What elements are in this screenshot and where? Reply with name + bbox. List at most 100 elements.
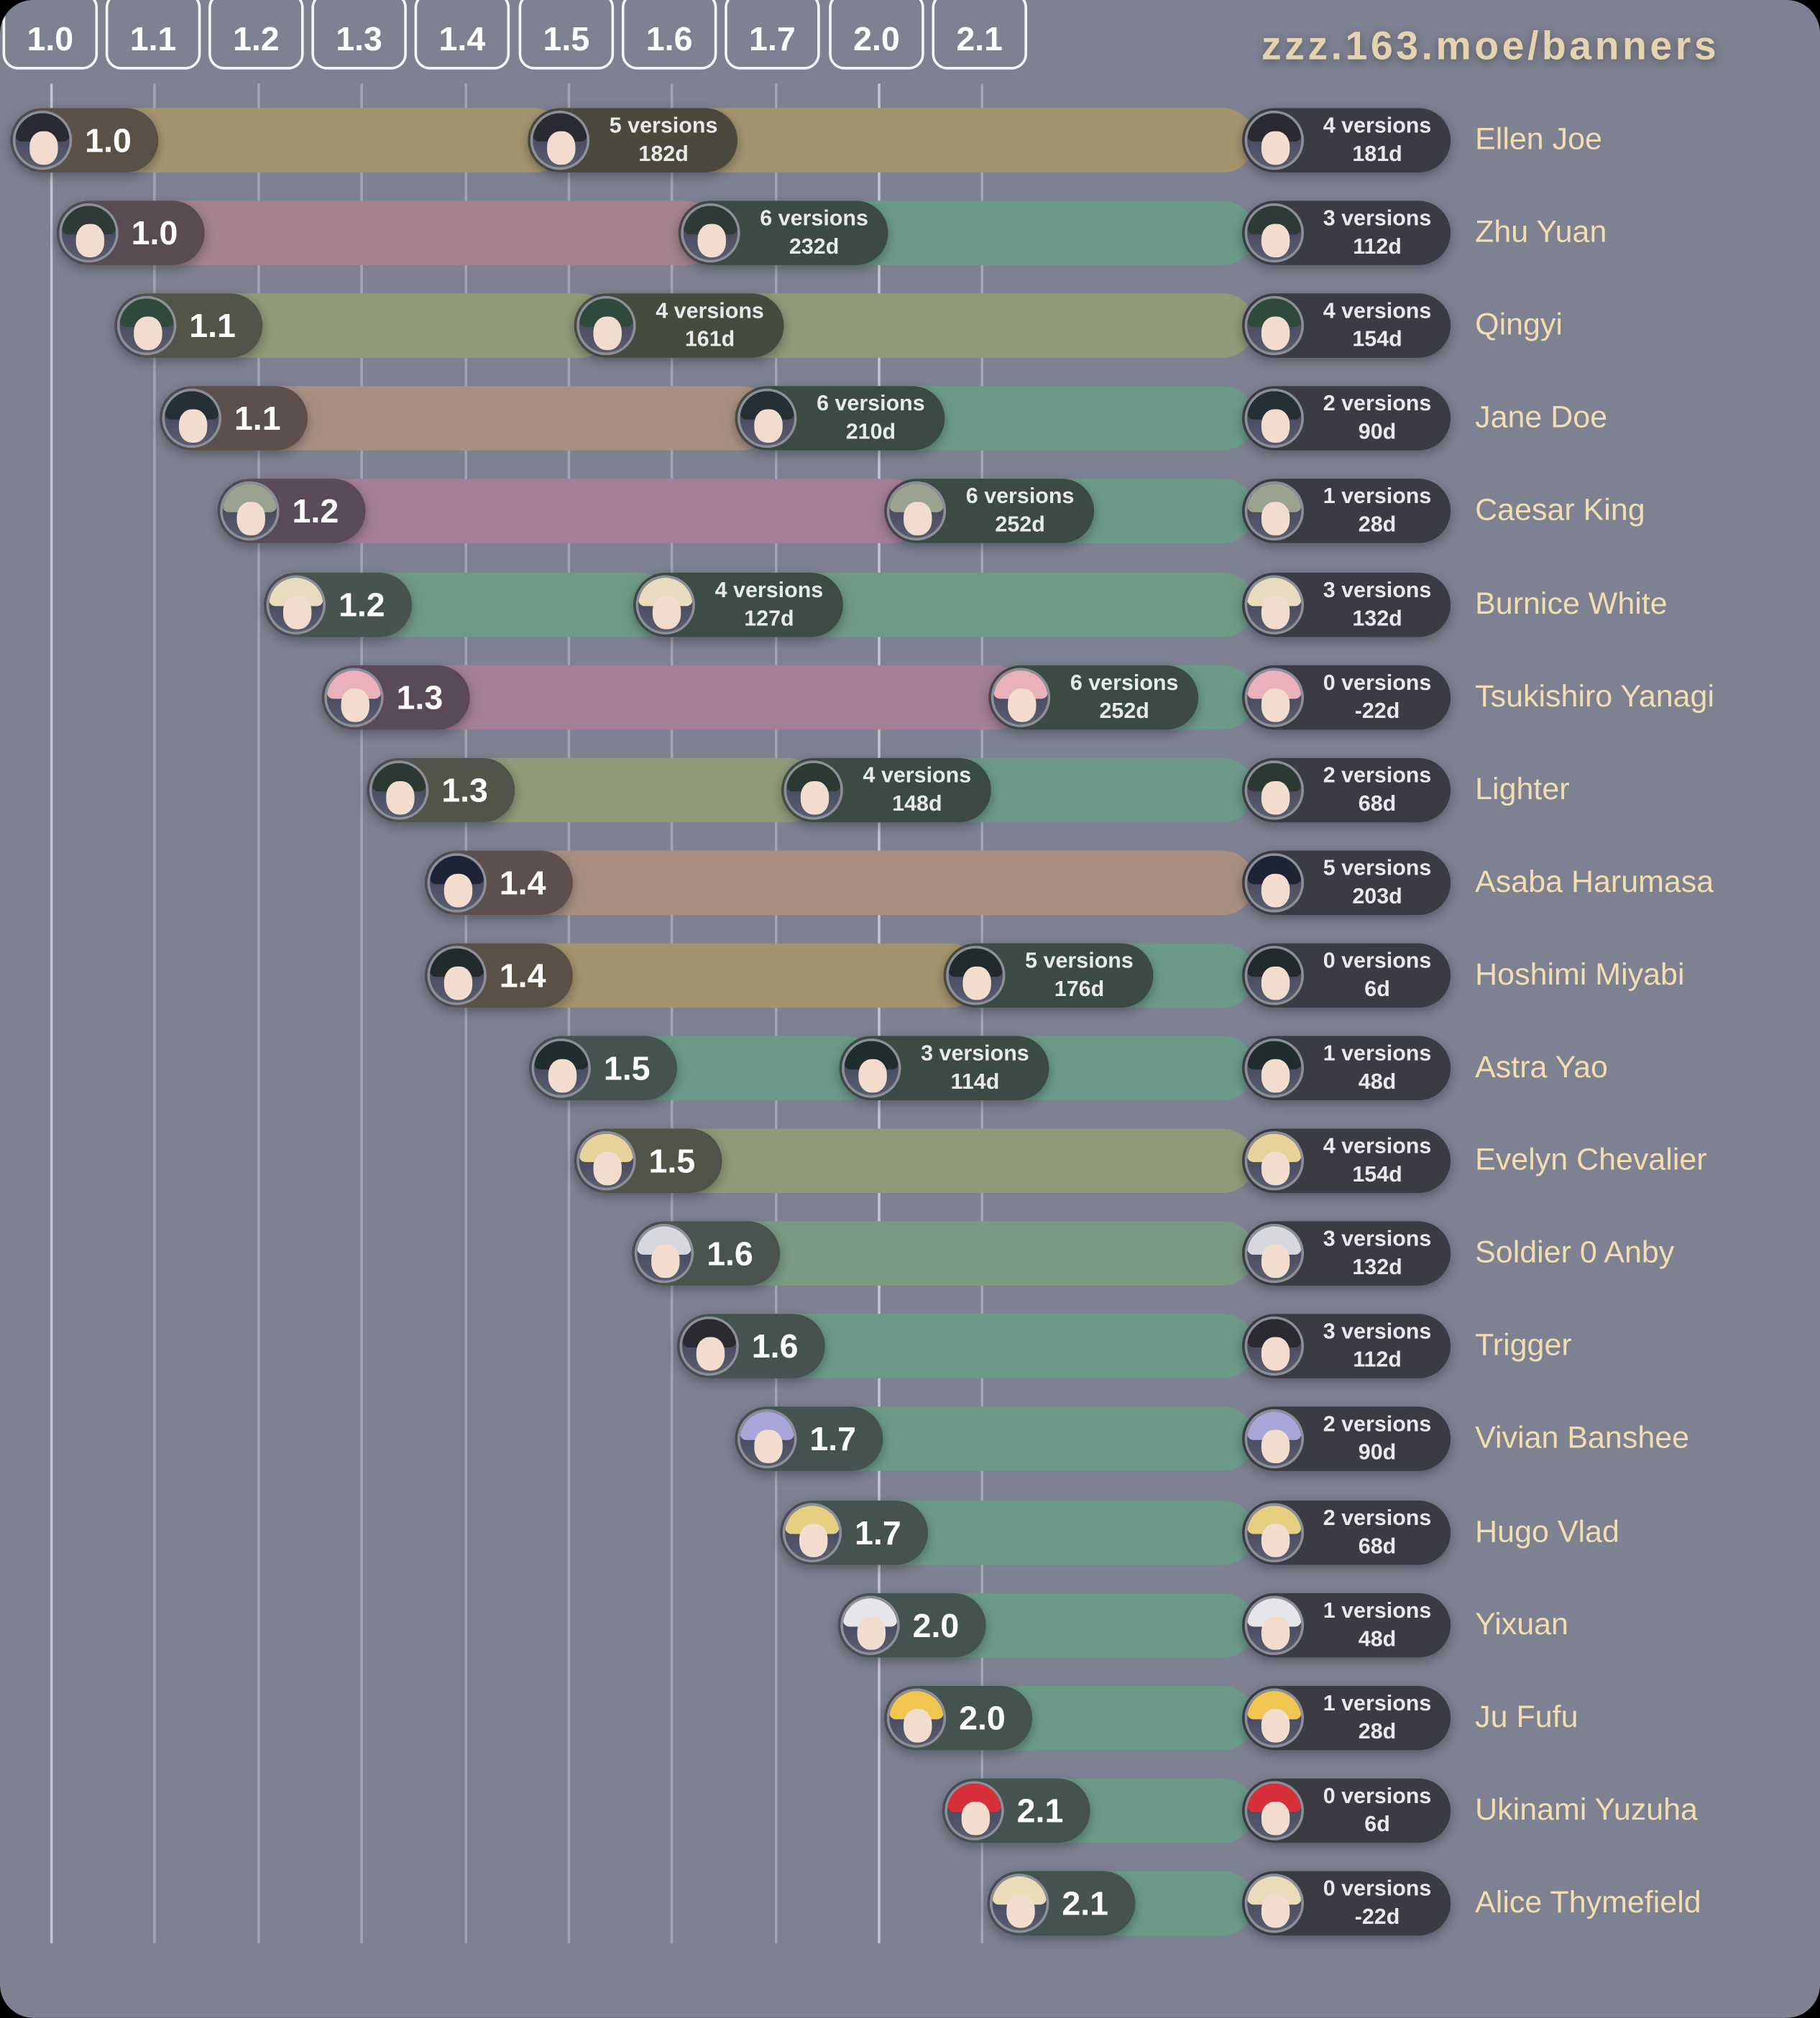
start-version: 1.1: [189, 306, 236, 346]
since-last-stat: 1 versions 28d: [1304, 1690, 1451, 1746]
avatar-face: [697, 224, 726, 258]
avatar-face: [548, 1059, 577, 1093]
character-avatar: [1244, 111, 1304, 170]
character-avatar: [162, 389, 222, 448]
character-name[interactable]: Evelyn Chevalier: [1475, 1143, 1707, 1178]
character-name[interactable]: Yixuan: [1475, 1606, 1568, 1642]
since-last-days: -22d: [1354, 698, 1400, 723]
since-last-pill: 4 versions 154d: [1242, 293, 1451, 359]
gap-days: 210d: [845, 420, 896, 445]
character-avatar: [1244, 574, 1304, 634]
gap-days: 252d: [995, 512, 1045, 538]
gap-versions: 4 versions: [714, 577, 824, 602]
character-name[interactable]: Jane Doe: [1475, 400, 1608, 436]
character-name[interactable]: Tsukishiro Yanagi: [1475, 678, 1715, 714]
rerun-gap-pill: 6 versions 252d: [988, 665, 1199, 729]
since-last-versions: 0 versions: [1323, 670, 1432, 695]
since-last-versions: 3 versions: [1323, 206, 1432, 231]
tab-version-1.0[interactable]: 1.0: [2, 0, 98, 70]
character-name[interactable]: Ellen Joe: [1475, 122, 1602, 157]
character-name[interactable]: Zhu Yuan: [1475, 215, 1607, 250]
since-last-pill: 4 versions 181d: [1242, 108, 1451, 172]
avatar-face: [962, 966, 991, 1000]
character-avatar: [1244, 1224, 1304, 1284]
start-version-pill: 1.2: [264, 571, 413, 637]
since-last-days: -22d: [1354, 1904, 1400, 1930]
start-version: 1.5: [603, 1049, 651, 1088]
avatar-face: [799, 1523, 828, 1557]
rerun-gap-stat: 5 versions 176d: [1006, 947, 1154, 1004]
since-last-stat: 0 versions -22d: [1304, 668, 1451, 725]
character-name[interactable]: Alice Thymefield: [1475, 1885, 1701, 1920]
since-last-stat: 2 versions 90d: [1304, 1411, 1451, 1468]
since-last-days: 154d: [1352, 327, 1402, 352]
character-avatar: [886, 482, 947, 541]
character-name[interactable]: Lighter: [1475, 771, 1570, 807]
since-last-versions: 4 versions: [1323, 298, 1432, 323]
tab-version-1.1[interactable]: 1.1: [105, 0, 201, 70]
character-avatar: [1244, 945, 1304, 1005]
gridline-2.1: [980, 83, 984, 1943]
character-name[interactable]: Ukinami Yuzuha: [1475, 1792, 1698, 1828]
avatar-face: [904, 502, 932, 536]
character-name[interactable]: Vivian Banshee: [1475, 1421, 1690, 1456]
since-last-days: 112d: [1353, 1347, 1402, 1373]
tab-version-2.1[interactable]: 2.1: [932, 0, 1027, 70]
avatar-face: [1261, 1523, 1290, 1557]
gridline-1.3: [360, 83, 363, 1943]
character-avatar: [1244, 1595, 1304, 1655]
character-name[interactable]: Trigger: [1475, 1328, 1572, 1363]
character-avatar: [1244, 296, 1304, 356]
character-name[interactable]: Asaba Harumasa: [1475, 864, 1714, 900]
since-last-versions: 3 versions: [1323, 1226, 1432, 1251]
since-last-days: 6d: [1364, 976, 1390, 1001]
since-last-versions: 5 versions: [1323, 855, 1432, 880]
character-avatar: [990, 1874, 1049, 1933]
start-version-pill: 2.0: [884, 1685, 1033, 1750]
character-name[interactable]: Astra Yao: [1475, 1050, 1608, 1085]
tab-version-1.2[interactable]: 1.2: [208, 0, 304, 70]
character-name[interactable]: Qingyi: [1475, 308, 1563, 343]
character-name[interactable]: Burnice White: [1475, 586, 1668, 622]
character-name[interactable]: Soldier 0 Anby: [1475, 1235, 1675, 1271]
start-version-pill: 1.0: [10, 108, 159, 172]
character-avatar: [782, 1502, 842, 1562]
start-version: 1.5: [648, 1141, 696, 1181]
gap-versions: 6 versions: [1070, 670, 1179, 695]
character-name[interactable]: Hoshimi Miyabi: [1475, 957, 1685, 992]
gridline-1.1: [153, 83, 156, 1943]
start-version: 1.3: [396, 677, 443, 717]
character-avatar: [945, 1780, 1004, 1840]
character-avatar: [681, 203, 740, 263]
tab-version-2.0[interactable]: 2.0: [829, 0, 924, 70]
since-last-pill: 4 versions 154d: [1242, 1128, 1451, 1194]
tab-version-1.6[interactable]: 1.6: [621, 0, 717, 70]
start-version-pill: 1.3: [321, 665, 470, 729]
tab-version-1.4[interactable]: 1.4: [414, 0, 510, 70]
character-avatar: [369, 760, 429, 820]
avatar-face: [858, 1059, 887, 1093]
character-avatar: [427, 852, 487, 913]
character-avatar: [1244, 1038, 1304, 1098]
character-name[interactable]: Caesar King: [1475, 493, 1645, 528]
avatar-face: [1261, 1059, 1290, 1093]
avatar-face: [1261, 316, 1290, 351]
avatar-face: [593, 1151, 622, 1186]
avatar-face: [1261, 1616, 1290, 1649]
start-version-pill: 1.6: [632, 1221, 781, 1286]
since-last-versions: 3 versions: [1323, 577, 1432, 602]
tab-version-1.5[interactable]: 1.5: [518, 0, 615, 70]
start-version: 2.1: [1062, 1884, 1109, 1923]
character-name[interactable]: Hugo Vlad: [1475, 1514, 1619, 1549]
avatar-face: [1006, 1894, 1035, 1928]
tab-version-1.3[interactable]: 1.3: [311, 0, 407, 70]
avatar-face: [754, 409, 783, 443]
since-last-versions: 0 versions: [1323, 1783, 1432, 1808]
tab-version-1.7[interactable]: 1.7: [725, 0, 820, 70]
rerun-gap-stat: 6 versions 210d: [796, 390, 945, 447]
avatar-face: [386, 780, 415, 814]
gap-versions: 6 versions: [817, 391, 925, 416]
since-last-days: 68d: [1358, 1533, 1397, 1558]
character-avatar: [946, 945, 1006, 1005]
character-name[interactable]: Ju Fufu: [1475, 1699, 1578, 1735]
